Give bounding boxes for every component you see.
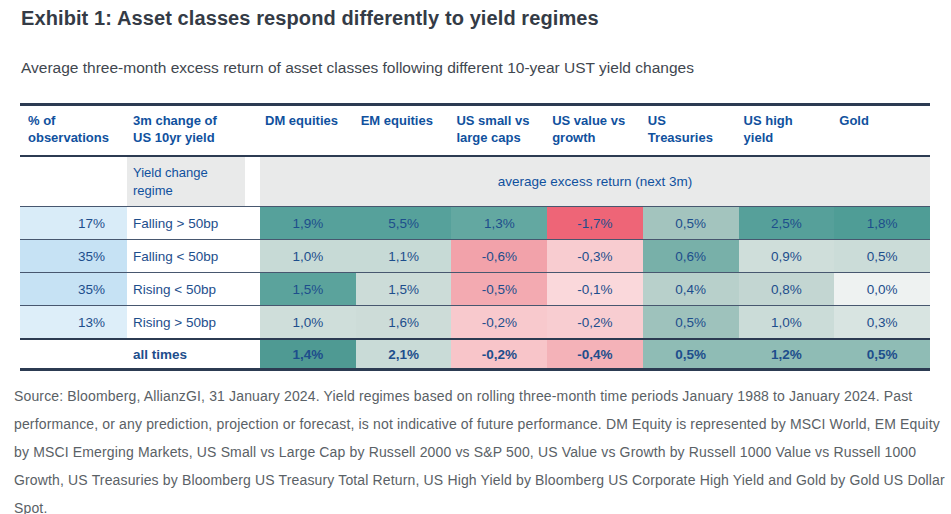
table-cell: 1,9% bbox=[260, 207, 356, 239]
table-cell: 2,1% bbox=[356, 340, 452, 368]
table-cell: 0,5% bbox=[643, 340, 739, 368]
table-cell: 1,5% bbox=[260, 273, 356, 305]
table-cell: 1,5% bbox=[356, 273, 452, 305]
exhibit-subtitle: Average three-month excess return of ass… bbox=[21, 59, 694, 77]
table-subheader-row: Yield change regime average excess retur… bbox=[20, 155, 930, 206]
subheader-empty-cell bbox=[20, 157, 127, 206]
table-cell: 1,2% bbox=[739, 340, 835, 368]
table-cell: -0,4% bbox=[547, 340, 643, 368]
observations-cell bbox=[20, 340, 127, 368]
table-cell: 1,0% bbox=[260, 240, 356, 272]
table-cell: 0,3% bbox=[834, 306, 930, 338]
table-row-rising-lt-50bp: 35% Rising < 50bp 1,5% 1,5% -0,5% -0,1% … bbox=[20, 272, 930, 305]
table-cell: 2,5% bbox=[739, 207, 835, 239]
column-header-us-high-yield: US high yield bbox=[739, 106, 835, 155]
regime-label: Rising > 50bp bbox=[127, 306, 260, 338]
table-cell: 0,9% bbox=[739, 240, 835, 272]
table-cell: 0,5% bbox=[643, 207, 739, 239]
column-gutter bbox=[245, 157, 260, 206]
table-cell: 0,0% bbox=[834, 273, 930, 305]
table-cell: -0,2% bbox=[547, 306, 643, 338]
table-cell: 0,8% bbox=[739, 273, 835, 305]
column-header-gold: Gold bbox=[834, 106, 930, 155]
table-cell: 0,6% bbox=[643, 240, 739, 272]
table-cell: 0,5% bbox=[834, 240, 930, 272]
table-cell: -0,1% bbox=[547, 273, 643, 305]
table-row-rising-gt-50bp: 13% Rising > 50bp 1,0% 1,6% -0,2% -0,2% … bbox=[20, 305, 930, 338]
source-note: Source: Bloomberg, AllianzGI, 31 January… bbox=[14, 382, 949, 514]
table-cell: -1,7% bbox=[547, 207, 643, 239]
observations-cell: 17% bbox=[20, 207, 127, 239]
observations-cell: 35% bbox=[20, 273, 127, 305]
column-header-dm-equities: DM equities bbox=[260, 106, 356, 155]
table-cell: 1,4% bbox=[260, 340, 356, 368]
table-cell: 1,3% bbox=[451, 207, 547, 239]
observations-cell: 13% bbox=[20, 306, 127, 338]
table-cell: 1,0% bbox=[739, 306, 835, 338]
table-cell: -0,2% bbox=[451, 306, 547, 338]
table-cell: 5,5% bbox=[356, 207, 452, 239]
exhibit-title: Exhibit 1: Asset classes respond differe… bbox=[21, 7, 599, 30]
column-header-yield-change: 3m change of US 10yr yield bbox=[127, 106, 260, 155]
column-header-us-small-vs-large: US small vs large caps bbox=[451, 106, 547, 155]
table-cell: -0,6% bbox=[451, 240, 547, 272]
table-cell: 0,4% bbox=[643, 273, 739, 305]
table-cell: 1,0% bbox=[260, 306, 356, 338]
regime-label: Falling < 50bp bbox=[127, 240, 260, 272]
table-row-all-times: all times 1,4% 2,1% -0,2% -0,4% 0,5% 1,2… bbox=[20, 338, 930, 368]
column-header-observations: % of observations bbox=[20, 106, 127, 155]
average-excess-return-band: average excess return (next 3m) bbox=[260, 157, 930, 206]
table-cell: 0,5% bbox=[643, 306, 739, 338]
table-cell: -0,5% bbox=[451, 273, 547, 305]
table-row-falling-gt-50bp: 17% Falling > 50bp 1,9% 5,5% 1,3% -1,7% … bbox=[20, 206, 930, 239]
column-header-us-value-vs-growth: US value vs growth bbox=[547, 106, 643, 155]
table-cell: 1,8% bbox=[834, 207, 930, 239]
regime-label-all-times: all times bbox=[127, 340, 260, 368]
column-header-us-treasuries: US Treasuries bbox=[643, 106, 739, 155]
column-header-em-equities: EM equities bbox=[356, 106, 452, 155]
table-cell: 0,5% bbox=[834, 340, 930, 368]
table-row-falling-lt-50bp: 35% Falling < 50bp 1,0% 1,1% -0,6% -0,3%… bbox=[20, 239, 930, 272]
regime-label: Rising < 50bp bbox=[127, 273, 260, 305]
yield-change-regime-label: Yield change regime bbox=[127, 157, 245, 206]
regime-label: Falling > 50bp bbox=[127, 207, 260, 239]
table-header-row: % of observations 3m change of US 10yr y… bbox=[20, 106, 930, 155]
table-cell: 1,1% bbox=[356, 240, 452, 272]
table-cell: 1,6% bbox=[356, 306, 452, 338]
exhibit-page: Exhibit 1: Asset classes respond differe… bbox=[0, 0, 951, 514]
table-cell: -0,2% bbox=[451, 340, 547, 368]
observations-cell: 35% bbox=[20, 240, 127, 272]
table-cell: -0,3% bbox=[547, 240, 643, 272]
yield-regime-table: % of observations 3m change of US 10yr y… bbox=[20, 103, 930, 371]
